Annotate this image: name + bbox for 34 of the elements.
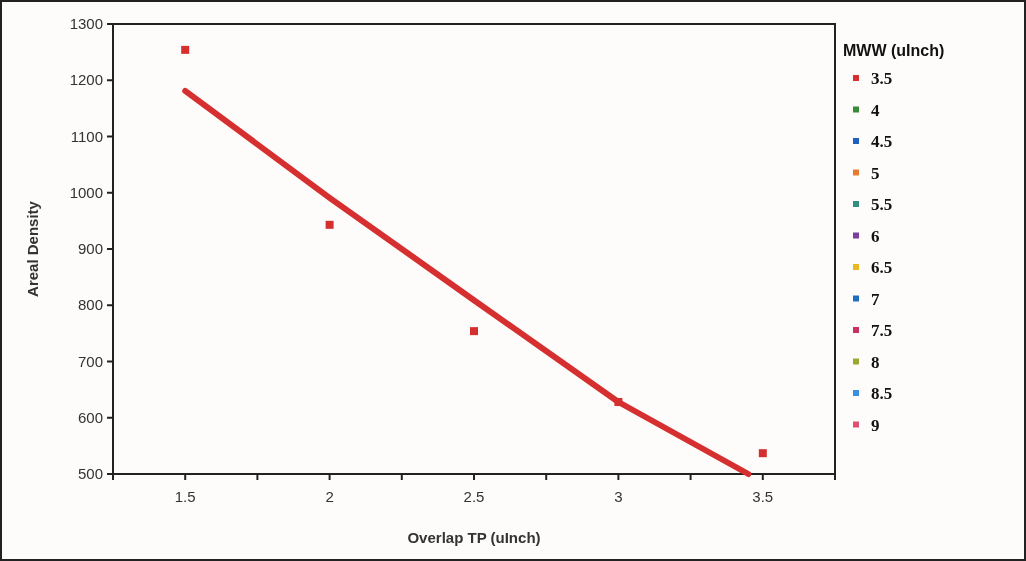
y-tick-label: 1100 xyxy=(70,127,103,145)
point xyxy=(758,449,767,458)
y-tick-label: 1200 xyxy=(69,71,103,89)
legend-label: 6 xyxy=(871,226,880,246)
x-tick-label: 3.5 xyxy=(752,488,774,505)
legend-label: 5 xyxy=(871,163,880,183)
y-axis-title: Areal Density xyxy=(24,200,41,297)
legend-label: 4.5 xyxy=(871,132,893,151)
legend-label: 8 xyxy=(871,352,880,372)
x-tick-label: 3 xyxy=(614,488,623,505)
point xyxy=(181,45,190,54)
legend-label: 3.5 xyxy=(871,69,893,88)
x-axis-title: Overlap TP (uInch) xyxy=(407,529,541,546)
y-tick-label: 900 xyxy=(77,240,103,257)
point xyxy=(470,327,478,336)
y-tick-label: 1000 xyxy=(69,183,103,201)
legend-label: 9 xyxy=(871,415,880,435)
x-tick-label: 1.5 xyxy=(174,488,196,505)
x-tick-label: 2 xyxy=(325,488,334,505)
y-tick-label: 700 xyxy=(77,352,103,370)
legend-title: MWW (uInch) xyxy=(843,42,945,59)
y-tick-label: 1300 xyxy=(69,15,103,32)
x-tick-label: 2.5 xyxy=(463,488,485,505)
legend-label: 7.5 xyxy=(871,321,893,340)
legend-label: 8.5 xyxy=(871,384,893,403)
y-tick-label: 500 xyxy=(77,465,103,482)
legend-label: 4 xyxy=(871,100,880,120)
point xyxy=(325,220,334,229)
point xyxy=(614,398,623,406)
legend-label: 5.5 xyxy=(871,195,893,214)
legend-label: 7 xyxy=(871,289,880,309)
y-tick-label: 800 xyxy=(77,296,103,314)
y-tick-label: 600 xyxy=(77,408,103,426)
legend-label: 6.5 xyxy=(871,258,893,277)
